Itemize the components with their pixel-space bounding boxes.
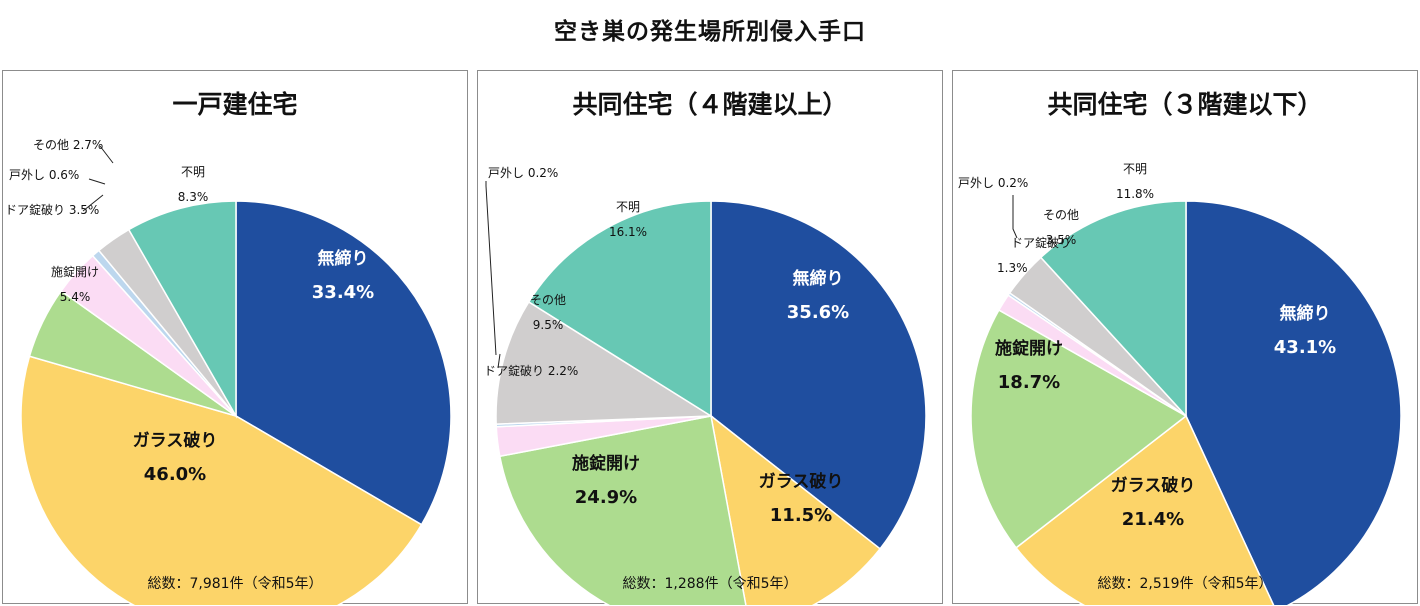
pie-slice-label: ガラス破り — [1111, 475, 1196, 496]
pie-slice-value-label: 11.8% — [1116, 187, 1154, 201]
pie-slice — [495, 300, 714, 425]
pie-slice-value-label: 18.7% — [998, 372, 1060, 393]
pie-leader-line — [1012, 195, 1018, 239]
chart-main-title: 空き巣の発生場所別侵入手口 — [554, 19, 866, 45]
pie-slice — [235, 200, 452, 526]
pie-slice — [527, 200, 712, 418]
pie-slice-label: 戸外し 0.2% — [488, 166, 558, 180]
pie-slice-value-label: 5.4% — [60, 290, 91, 304]
pie-leader-line — [99, 145, 114, 164]
pie-title: 共同住宅（４階建以上） — [572, 90, 848, 119]
pie-slice-label: 戸外し 0.2% — [958, 176, 1028, 190]
pie-slice-label: その他 — [530, 293, 566, 307]
pie-slice — [20, 355, 423, 605]
pie-slice — [710, 200, 927, 550]
pie-panel-apartment-3minus: 共同住宅（３階建以下） 無締り 43.1% ガラス破り 21.4% 施錠開け 18.7% ド… — [952, 70, 1418, 605]
pie-panel-detached-house: 一戸建住宅 無締り 33.4% ガラス破り 46.0% 施錠開け 5.4% ドア錠破り 3.… — [2, 70, 468, 605]
pie-slice-label: 不明 — [181, 165, 205, 179]
pie-slice — [709, 414, 882, 605]
pie-slice-label: ドア錠破り 2.2% — [484, 363, 578, 378]
pie-slice-label: 無締り — [318, 248, 369, 269]
pie-slice-value-label: 24.9% — [575, 487, 637, 508]
pie-slice-label: 無締り — [1280, 303, 1331, 324]
pie-slice — [498, 415, 747, 605]
pie-slice-label: 施錠開け — [995, 338, 1063, 359]
pie-slice-label: 施錠開け — [572, 453, 640, 474]
pie-slice-value-label: 35.6% — [787, 302, 849, 323]
pie-chart-apartment-3minus: 無締り 43.1% ガラス破り 21.4% 施錠開け 18.7% ドア錠破り 1.3% 戸外し … — [958, 162, 1402, 605]
pie-slice-value-label: 33.4% — [312, 282, 374, 303]
pie-slice-value-label: 43.1% — [1274, 337, 1336, 358]
pie-slice-label: ガラス破り — [759, 471, 844, 492]
pie-total-label: 総数：2,519件（令和5年） — [1097, 576, 1273, 592]
pie-leader-line — [88, 178, 106, 185]
pie-slice-label: ドア錠破り — [1011, 235, 1071, 250]
pie-slice-label: 不明 — [616, 200, 640, 214]
pie-slice-label: その他 — [1043, 208, 1079, 222]
pie-chart-detached-house: 無締り 33.4% ガラス破り 46.0% 施錠開け 5.4% ドア錠破り 3.5% 戸外し … — [5, 138, 452, 605]
pie-leader-line — [497, 353, 501, 369]
pie-slice — [127, 200, 237, 419]
pie-slice-label: 不明 — [1123, 162, 1147, 176]
pie-slice-label: ガラス破り — [133, 430, 218, 451]
pie-chart-apartment-4plus: 無締り 35.6% ガラス破り 11.5% 施錠開け 24.9% ドア錠破り 2.2% 戸外し… — [484, 166, 927, 605]
pie-slice-value-label: 1.3% — [997, 261, 1028, 275]
pie-slice-label: 施錠開け — [51, 264, 99, 279]
pie-slice-label: 戸外し 0.6% — [9, 168, 79, 182]
pie-total-label: 総数：1,288件（令和5年） — [622, 576, 798, 592]
pie-slice — [970, 309, 1188, 549]
pie-slice-label: その他 2.7% — [33, 138, 103, 152]
pie-slice-value-label: 21.4% — [1122, 509, 1184, 530]
pie-slice-label: ドア錠破り 3.5% — [5, 202, 99, 217]
pie-leader-line — [82, 194, 104, 212]
pie-slice — [1015, 414, 1275, 605]
pie-slice-value-label: 16.1% — [609, 225, 647, 239]
pie-slice-value-label: 8.3% — [178, 190, 209, 204]
pie-total-label: 総数：7,981件（令和5年） — [147, 576, 323, 592]
pie-slice-value-label: 3.5% — [1046, 233, 1077, 247]
pie-leader-line — [485, 181, 497, 356]
pie-title: 共同住宅（３階建以下） — [1047, 90, 1323, 119]
pie-slice-value-label: 9.5% — [533, 318, 564, 332]
pie-slice-value-label: 11.5% — [770, 505, 832, 526]
pie-slice — [1039, 200, 1187, 418]
pie-panel-apartment-4plus: 共同住宅（４階建以上） 無締り 35.6% ガラス破り 11.5% 施錠開け 24.9% ド… — [477, 70, 943, 605]
pie-slice-value-label: 46.0% — [144, 464, 206, 485]
pie-slice — [1185, 200, 1402, 605]
pie-title: 一戸建住宅 — [172, 90, 298, 119]
pie-slice-label: 無締り — [793, 268, 844, 289]
